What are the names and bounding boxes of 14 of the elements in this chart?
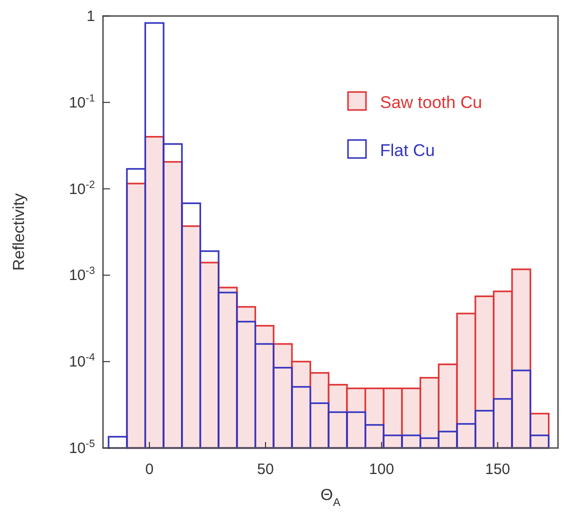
x-tick-label: 100	[369, 461, 394, 478]
x-tick-label: 0	[145, 461, 154, 478]
legend-label: Flat Cu	[380, 141, 435, 160]
y-tick-label: 10$^{-4}$	[68, 352, 96, 371]
x-tick-label: 150	[485, 461, 510, 478]
y-tick-label: 10$^{-1}$	[68, 92, 96, 112]
y-tick-label: 10$^{-5}$	[68, 438, 96, 457]
y-tick-label: 10$^{-3}$	[68, 265, 96, 284]
y-tick-label: 10$^{-2}$	[68, 178, 96, 198]
x-axis-title: Θ$_{A}$	[320, 487, 341, 509]
y-axis-title: Reflectivity	[11, 193, 28, 271]
legend-label: Saw tooth Cu	[380, 93, 482, 112]
x-tick-label: 50	[257, 461, 274, 478]
y-tick-label: 1	[86, 8, 95, 25]
